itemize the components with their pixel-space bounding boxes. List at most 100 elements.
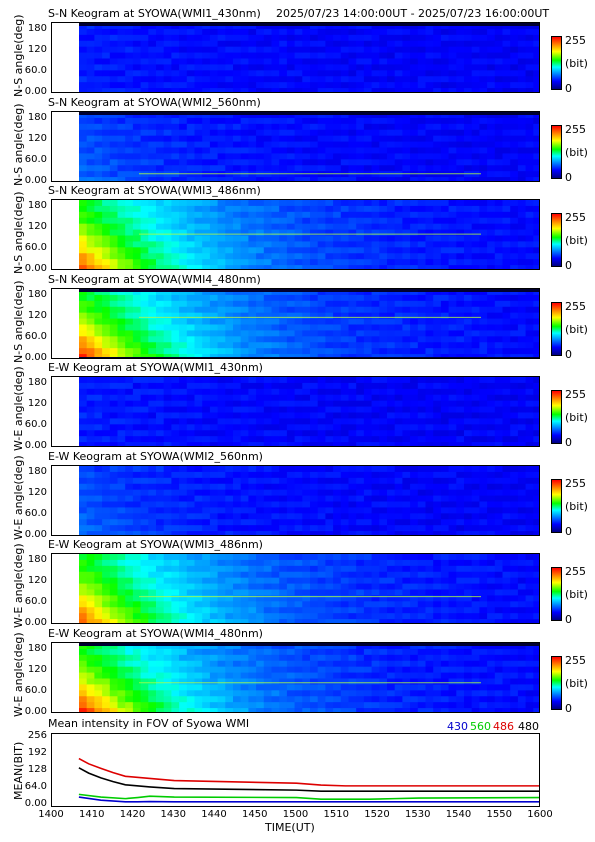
keogram-cell (533, 147, 539, 155)
keogram-cell (356, 153, 365, 160)
keogram-cell (340, 253, 350, 260)
keogram-cell (464, 513, 473, 520)
keogram-cell (294, 135, 303, 143)
keogram-cell (79, 123, 88, 131)
keogram-cell (402, 589, 411, 597)
keogram-cell (79, 52, 88, 60)
keogram-cell (202, 159, 211, 166)
keogram-cell (179, 34, 188, 42)
keogram-cell (225, 382, 234, 390)
keogram-cell (209, 135, 219, 143)
keogram-cell (286, 377, 296, 384)
keogram-cell (125, 318, 134, 326)
keogram-cell (487, 64, 496, 71)
keogram-cell (132, 418, 142, 425)
keogram-cell (225, 513, 234, 520)
keogram-cell (487, 217, 496, 225)
keogram-cell (371, 64, 380, 71)
keogram-cell (86, 211, 95, 219)
keogram-cell (233, 241, 242, 248)
keogram-cell (479, 64, 488, 71)
keogram-cell (402, 601, 411, 608)
keogram-cell (102, 34, 111, 42)
keogram-cell (340, 34, 350, 42)
keogram-cell (325, 436, 334, 443)
keogram-cell (94, 554, 103, 561)
keogram-cell (263, 354, 273, 358)
keogram-cell (102, 223, 111, 231)
keogram-cell (171, 501, 180, 509)
keogram-cell (248, 354, 257, 358)
keogram-cell (186, 88, 196, 92)
keogram-cell (494, 205, 504, 213)
keogram-cell (202, 424, 211, 431)
keogram-cell (402, 330, 411, 337)
keogram-cell (533, 223, 539, 231)
keogram-cell (394, 595, 403, 602)
keogram-cell (263, 28, 273, 36)
keogram-cell (302, 354, 311, 358)
keogram-cell (425, 330, 434, 337)
keogram-cell (356, 211, 365, 219)
keogram-cell (125, 525, 134, 532)
keogram-cell (256, 211, 265, 219)
keogram-cell (256, 400, 265, 408)
keogram-cell (363, 601, 373, 608)
keogram-cell (194, 289, 203, 296)
keogram-cell (333, 507, 342, 514)
keogram-cell (479, 259, 488, 266)
panel-ytick-label: 120 (27, 221, 47, 232)
keogram-cell (410, 76, 419, 83)
keogram-cell (148, 619, 157, 623)
keogram-cell (286, 489, 296, 497)
keogram-cell (394, 28, 403, 36)
keogram-cell (79, 253, 88, 260)
keogram-cell (440, 247, 450, 254)
keogram-cell (410, 483, 419, 491)
keogram-cell (502, 28, 511, 36)
keogram-cell (402, 607, 411, 614)
keogram-cell (209, 300, 219, 308)
keogram-cell (225, 64, 234, 71)
keogram-cell (464, 377, 473, 384)
keogram-cell (356, 52, 365, 60)
keogram-cell (202, 58, 211, 66)
keogram-cell (340, 382, 350, 390)
keogram-cell (440, 177, 450, 181)
keogram-cell (425, 507, 434, 514)
keogram-cell (294, 123, 303, 131)
keogram-cell (363, 135, 373, 143)
keogram-cell (510, 442, 519, 446)
keogram-cell (286, 336, 296, 343)
keogram-image (79, 289, 539, 358)
keogram-cell (394, 223, 403, 231)
keogram-cell (356, 483, 365, 491)
keogram-cell (440, 235, 450, 243)
keogram-cell (86, 159, 95, 166)
keogram-cell (348, 519, 357, 526)
keogram-cell (86, 607, 95, 614)
keogram-cell (279, 223, 288, 231)
keogram-cell (425, 129, 434, 137)
keogram-cell (233, 165, 242, 172)
keogram-cell (148, 34, 157, 42)
keogram-cell (156, 171, 165, 178)
keogram-cell (417, 34, 427, 42)
keogram-cell (132, 424, 142, 431)
keogram-cell (179, 531, 188, 535)
keogram-cell (310, 129, 319, 137)
keogram-cell (271, 354, 280, 358)
keogram-cell (294, 171, 303, 178)
keogram-cell (79, 40, 88, 48)
keogram-cell (294, 394, 303, 402)
keogram-cell (417, 64, 427, 71)
keogram-cell (317, 418, 326, 425)
keogram-cell (132, 348, 142, 355)
keogram-cell (317, 141, 326, 149)
keogram-cell (263, 289, 273, 296)
keogram-cell (94, 336, 103, 343)
keogram-cell (510, 513, 519, 520)
keogram-cell (186, 300, 196, 308)
keogram-cell (417, 306, 427, 314)
keogram-cell (410, 294, 419, 302)
